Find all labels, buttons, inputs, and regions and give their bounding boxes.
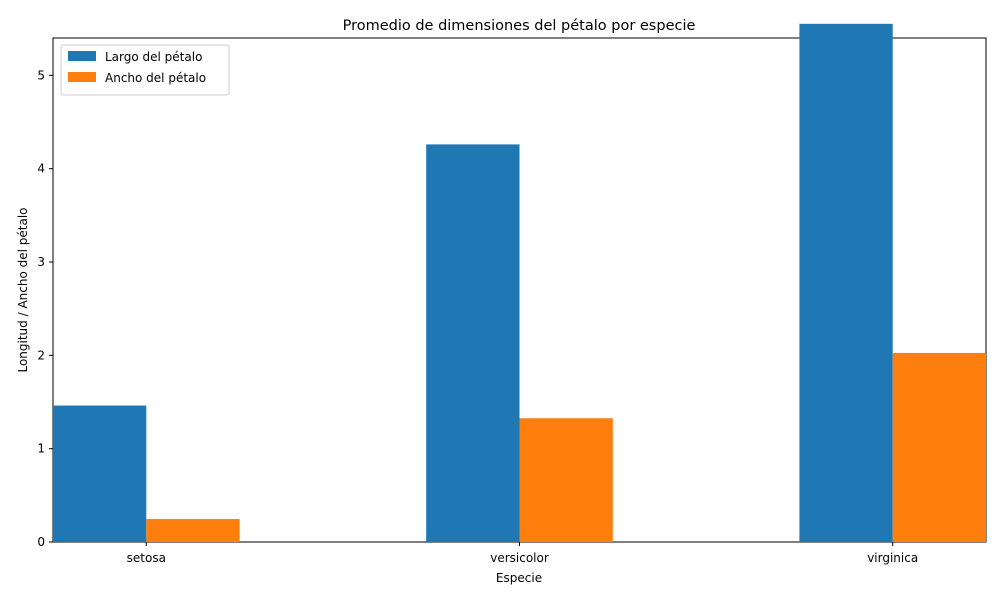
bar-ancho-setosa (146, 519, 240, 542)
x-tick-label-setosa: setosa (127, 551, 166, 565)
y-tick-label-1: 1 (37, 442, 45, 456)
bar-ancho-versicolor (519, 418, 613, 542)
y-axis: 0 1 2 3 4 5 (37, 68, 53, 549)
x-tick-label-versicolor: versicolor (490, 551, 549, 565)
chart-title: Promedio de dimensiones del pétalo por e… (343, 18, 696, 34)
y-tick-label-0: 0 (37, 535, 45, 549)
legend: Largo del pétalo Ancho del pétalo (60, 44, 230, 96)
y-axis-label: Longitud / Ancho del pétalo (16, 207, 30, 372)
bars-layer (53, 23, 986, 542)
legend-swatch-ancho (68, 72, 96, 82)
legend-label-ancho: Ancho del pétalo (105, 71, 206, 85)
y-tick-label-2: 2 (37, 348, 45, 362)
y-tick-label-5: 5 (37, 68, 45, 82)
y-tick-label-4: 4 (37, 162, 45, 176)
x-axis-label: Especie (496, 571, 542, 585)
x-tick-label-virginica: virginica (867, 551, 918, 565)
legend-swatch-largo (68, 51, 96, 61)
bar-largo-versicolor (426, 144, 520, 542)
bar-largo-virginica (799, 23, 893, 542)
bar-largo-setosa (53, 405, 147, 542)
x-axis: setosa versicolor virginica (127, 542, 918, 565)
bar-ancho-virginica (892, 352, 986, 542)
legend-label-largo: Largo del pétalo (105, 50, 202, 64)
y-tick-label-3: 3 (37, 255, 45, 269)
legend-box (60, 44, 230, 96)
